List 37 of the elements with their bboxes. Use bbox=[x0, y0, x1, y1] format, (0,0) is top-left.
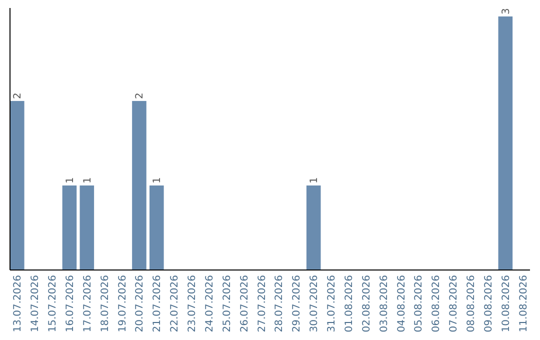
data-label: 3 bbox=[500, 8, 512, 14]
data-label: 2 bbox=[134, 92, 146, 99]
x-tick-label: 04.08.2026 bbox=[396, 275, 408, 332]
x-tick-label: 31.07.2026 bbox=[326, 275, 338, 332]
x-tick-label: 01.08.2026 bbox=[344, 275, 355, 332]
x-tick-label: 16.07.2026 bbox=[64, 275, 76, 332]
x-tick-label: 20.07.2026 bbox=[134, 275, 146, 332]
x-tick-label: 07.08.2026 bbox=[448, 275, 460, 332]
x-tick-label: 24.07.2026 bbox=[204, 275, 216, 332]
x-tick-label: 19.07.2026 bbox=[117, 275, 128, 332]
data-label: 1 bbox=[64, 177, 76, 184]
x-tick-label: 21.07.2026 bbox=[152, 275, 164, 332]
data-label: 2 bbox=[12, 92, 24, 99]
x-tick-label: 02.08.2026 bbox=[361, 275, 372, 332]
x-tick-label: 13.07.2026 bbox=[12, 275, 24, 332]
data-label: 1 bbox=[152, 177, 164, 184]
x-tick-label: 30.07.2026 bbox=[309, 275, 320, 332]
x-tick-label: 06.08.2026 bbox=[431, 275, 442, 332]
data-label: 1 bbox=[82, 177, 94, 184]
x-tick-label: 27.07.2026 bbox=[256, 275, 268, 332]
x-tick-label: 28.07.2026 bbox=[274, 275, 286, 332]
x-tick-label: 17.07.2026 bbox=[82, 275, 94, 332]
x-tick-label: 29.07.2026 bbox=[292, 275, 303, 332]
x-tick-label: 03.08.2026 bbox=[378, 275, 390, 332]
x-tick-label: 05.08.2026 bbox=[414, 275, 425, 332]
x-tick-label: 23.07.2026 bbox=[187, 275, 198, 332]
x-tick-label: 11.08.2026 bbox=[518, 275, 530, 332]
x-tick-label: 25.07.2026 bbox=[222, 275, 233, 332]
x-tick-label: 15.07.2026 bbox=[48, 275, 59, 332]
x-tick-label: 26.07.2026 bbox=[239, 275, 250, 332]
x-tick-label: 14.07.2026 bbox=[30, 275, 42, 332]
data-label: 1 bbox=[309, 177, 320, 184]
x-tick-label: 10.08.2026 bbox=[500, 275, 512, 332]
x-tick-label: 22.07.2026 bbox=[170, 275, 181, 332]
x-tick-label: 09.08.2026 bbox=[483, 275, 494, 332]
x-tick-label: 18.07.2026 bbox=[100, 275, 111, 332]
x-tick-label: 08.08.2026 bbox=[466, 275, 478, 332]
